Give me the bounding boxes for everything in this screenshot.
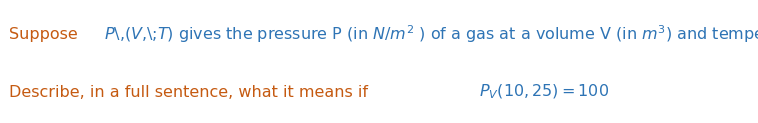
Text: $P_V(10, 25) = 100$: $P_V(10, 25) = 100$ (479, 83, 609, 101)
Text: Describe, in a full sentence, what it means if: Describe, in a full sentence, what it me… (9, 85, 373, 100)
Text: Suppose: Suppose (9, 27, 83, 42)
Text: $\mathit{P}$\,($\mathit{V}$,\;$\mathit{T}$) gives the pressure P (in $N/m^2$ ) o: $\mathit{P}$\,($\mathit{V}$,\;$\mathit{T… (105, 24, 758, 45)
